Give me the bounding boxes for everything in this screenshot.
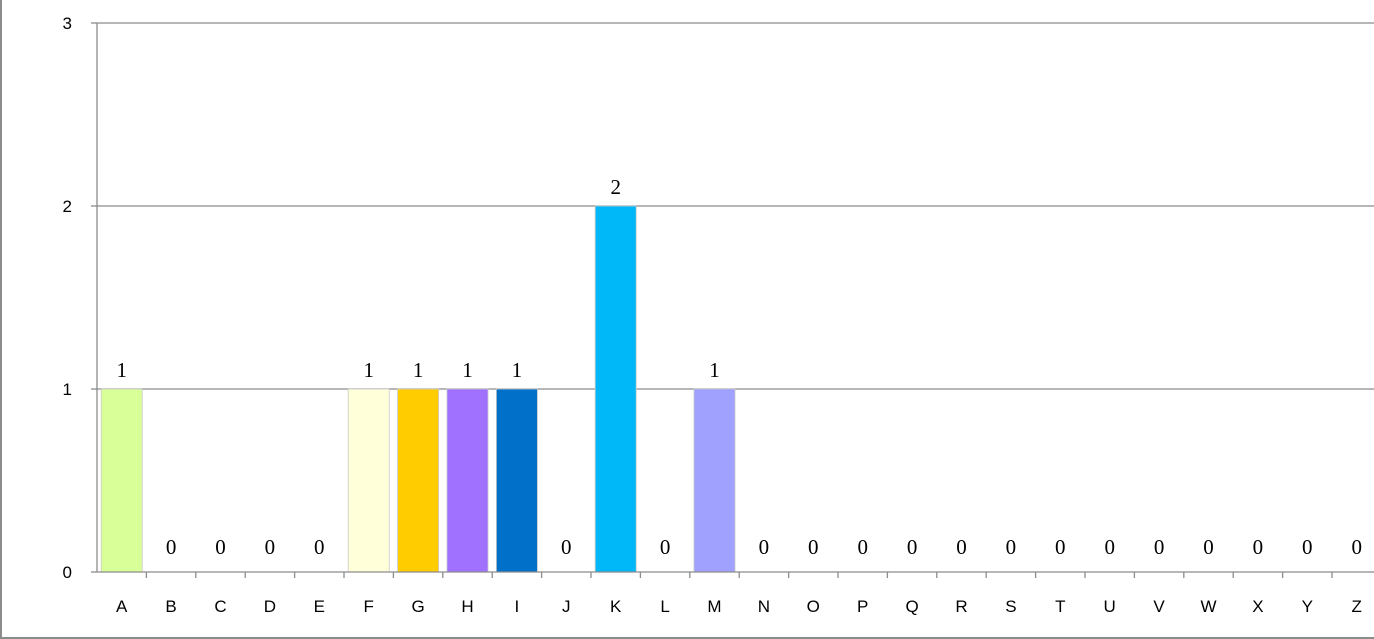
x-tick-label: Z	[1352, 597, 1362, 616]
x-tick-label: U	[1104, 597, 1116, 616]
x-tick-label: X	[1252, 597, 1263, 616]
x-tick-label: S	[1005, 597, 1016, 616]
data-label: 0	[314, 535, 325, 559]
bars	[100, 205, 736, 573]
x-tick-label: J	[562, 597, 571, 616]
data-label: 1	[512, 358, 523, 382]
y-tick-label: 3	[63, 14, 72, 33]
data-label: 0	[857, 535, 868, 559]
x-tick-label: W	[1200, 597, 1216, 616]
x-tick-label: G	[411, 597, 424, 616]
data-label: 0	[1351, 535, 1362, 559]
x-tick-label: B	[165, 597, 176, 616]
data-label: 1	[116, 358, 127, 382]
x-tick-label: C	[214, 597, 226, 616]
data-label: 0	[166, 535, 177, 559]
y-tick-label: 0	[63, 563, 72, 582]
bar-k	[594, 205, 637, 573]
bar-h	[446, 388, 489, 573]
x-tick-label: L	[660, 597, 669, 616]
bar-f	[347, 388, 390, 573]
x-tick-label: M	[707, 597, 721, 616]
gridlines	[97, 22, 1374, 390]
x-tick-label: P	[857, 597, 868, 616]
data-label: 0	[1302, 535, 1313, 559]
x-tick-label: D	[264, 597, 276, 616]
axes	[91, 22, 1374, 578]
bar-a	[100, 388, 143, 573]
bar-m	[693, 388, 736, 573]
x-tick-label: Q	[905, 597, 918, 616]
data-label: 0	[660, 535, 671, 559]
x-tick-label: F	[364, 597, 374, 616]
bar-g	[397, 388, 440, 573]
bar-i	[495, 388, 538, 573]
data-label: 0	[907, 535, 918, 559]
data-label: 0	[265, 535, 276, 559]
y-tick-label: 1	[63, 380, 72, 399]
x-tick-label: V	[1153, 597, 1165, 616]
data-label: 0	[1006, 535, 1017, 559]
data-label: 1	[363, 358, 374, 382]
x-tick-label: R	[955, 597, 967, 616]
x-tick-label: E	[314, 597, 325, 616]
data-label: 1	[462, 358, 473, 382]
data-label: 0	[956, 535, 967, 559]
x-tick-label: O	[807, 597, 820, 616]
data-label: 0	[1203, 535, 1214, 559]
data-label: 0	[1055, 535, 1066, 559]
x-tick-label: N	[758, 597, 770, 616]
x-tick-label: H	[461, 597, 473, 616]
y-tick-label: 2	[63, 197, 72, 216]
x-tick-label: I	[515, 597, 520, 616]
x-tick-label: T	[1055, 597, 1065, 616]
data-label: 0	[759, 535, 770, 559]
x-tick-label: K	[610, 597, 622, 616]
x-tick-label: Y	[1302, 597, 1313, 616]
data-label: 1	[709, 358, 720, 382]
labels: 0 1 2 3 A 1 B 0 C 0 D 0 E 0 F 1 G 1 H 1 I 1 J 0 K 2 L 0 M 1 N 0 O 0 P 0 Q 0 R 0…	[63, 14, 1362, 616]
data-label: 0	[215, 535, 226, 559]
data-label: 0	[1104, 535, 1115, 559]
data-label: 0	[1154, 535, 1165, 559]
data-label: 0	[808, 535, 819, 559]
data-label: 0	[1253, 535, 1264, 559]
x-tick-label: A	[116, 597, 128, 616]
data-label: 1	[413, 358, 424, 382]
data-label: 0	[561, 535, 572, 559]
data-label: 2	[610, 175, 621, 199]
